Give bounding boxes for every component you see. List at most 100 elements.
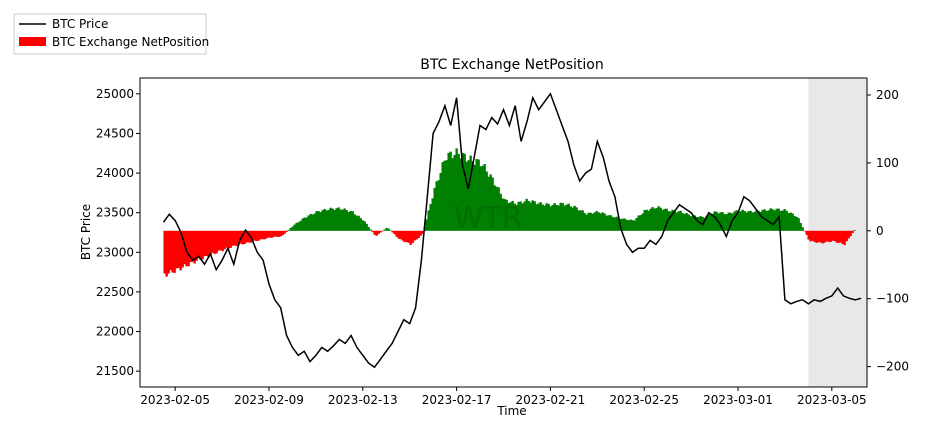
netposition-bar: [417, 230, 420, 239]
netposition-bar: [573, 205, 576, 231]
netposition-bar: [633, 220, 636, 231]
legend-frame: [13, 13, 207, 55]
netposition-bar: [347, 211, 350, 231]
netposition-bar: [803, 230, 806, 232]
netposition-bar: [325, 210, 328, 231]
netposition-bar: [483, 164, 486, 231]
netposition-bar: [547, 203, 550, 231]
netposition-bar: [747, 211, 750, 231]
left-y-tick-label: 21500: [96, 364, 134, 378]
netposition-bar: [403, 230, 406, 243]
netposition-bar: [741, 209, 744, 231]
netposition-bar: [605, 215, 608, 231]
plot-frame: [139, 77, 868, 388]
netposition-bar: [693, 215, 696, 231]
netposition-bar: [469, 155, 472, 231]
netposition-bar: [669, 211, 672, 231]
netposition-bar: [691, 215, 694, 231]
netposition-bar: [833, 230, 836, 242]
netposition-bar: [621, 218, 624, 231]
netposition-bar: [545, 203, 548, 231]
netposition-bar: [425, 219, 428, 231]
netposition-bar: [471, 161, 474, 231]
netposition-bar: [809, 230, 812, 242]
netposition-bar: [413, 230, 416, 241]
netposition-bar: [595, 211, 598, 231]
netposition-bar: [789, 212, 792, 231]
netposition-bar: [755, 209, 758, 231]
netposition-bar: [217, 230, 220, 251]
netposition-bar: [685, 212, 688, 231]
netposition-bar: [415, 230, 418, 240]
netposition-bar: [543, 205, 546, 231]
netposition-bar: [725, 214, 728, 231]
netposition-bar: [317, 211, 320, 231]
netposition-bar: [533, 201, 536, 231]
right-y-tick-label: −100: [876, 292, 909, 306]
netposition-bar: [183, 230, 186, 265]
netposition-bar: [307, 215, 310, 231]
left-y-tick-label: 23500: [96, 206, 134, 220]
netposition-bar: [191, 230, 194, 262]
netposition-bar: [353, 214, 356, 231]
netposition-bar: [459, 158, 462, 231]
netposition-bar: [345, 210, 348, 231]
netposition-bar: [203, 230, 206, 257]
netposition-bar: [263, 230, 266, 240]
netposition-bar: [687, 214, 690, 231]
netposition-bar: [769, 208, 772, 231]
netposition-bar: [229, 230, 232, 248]
netposition-bar: [295, 222, 298, 231]
netposition-bar: [241, 230, 244, 245]
netposition-bar: [673, 210, 676, 231]
netposition-bar: [841, 230, 844, 244]
netposition-bar: [231, 230, 234, 246]
netposition-bar: [799, 222, 802, 231]
netposition-bar: [851, 230, 854, 233]
netposition-bar: [587, 212, 590, 231]
netposition-bar: [531, 200, 534, 231]
netposition-bar: [625, 219, 628, 231]
netposition-bar: [189, 230, 192, 263]
netposition-bar: [429, 204, 432, 231]
netposition-bar: [279, 230, 282, 237]
netposition-bar: [211, 230, 214, 253]
netposition-bar: [487, 176, 490, 231]
netposition-bar: [705, 215, 708, 231]
netposition-bar: [511, 200, 514, 231]
netposition-bar: [665, 208, 668, 231]
netposition-bar: [395, 230, 398, 237]
netposition-bar: [381, 230, 384, 232]
netposition-bar: [549, 206, 552, 231]
x-tick-label: 2023-02-21: [516, 393, 586, 407]
netposition-bar: [671, 209, 674, 231]
netposition-bar: [629, 219, 632, 231]
left-y-tick-label: 24000: [96, 166, 134, 180]
netposition-bar: [169, 230, 172, 271]
left-y-tick-label: 22000: [96, 325, 134, 339]
netposition-bar: [597, 212, 600, 231]
netposition-bar: [439, 172, 442, 231]
netposition-bar: [433, 187, 436, 231]
netposition-bar: [163, 230, 166, 274]
netposition-bar: [451, 158, 454, 231]
netposition-bar: [463, 153, 466, 231]
netposition-bar: [589, 212, 592, 231]
netposition-bar: [259, 230, 262, 240]
netposition-bar: [737, 211, 740, 231]
netposition-bar: [767, 210, 770, 231]
netposition-bar: [431, 198, 434, 231]
netposition-bar: [817, 230, 820, 243]
x-axis: 2023-02-05 2023-02-09 2023-02-13 2023-02-17…: [140, 387, 867, 407]
netposition-bar: [739, 211, 742, 231]
netposition-bars: [163, 148, 856, 277]
netposition-bar: [197, 230, 200, 259]
netposition-bar: [243, 230, 246, 245]
netposition-bar: [593, 212, 596, 231]
netposition-bar: [835, 230, 838, 243]
netposition-bar: [473, 164, 476, 231]
netposition-bar: [253, 230, 256, 241]
netposition-bar: [327, 209, 330, 231]
netposition-bar: [283, 230, 286, 234]
netposition-bar: [237, 230, 240, 245]
